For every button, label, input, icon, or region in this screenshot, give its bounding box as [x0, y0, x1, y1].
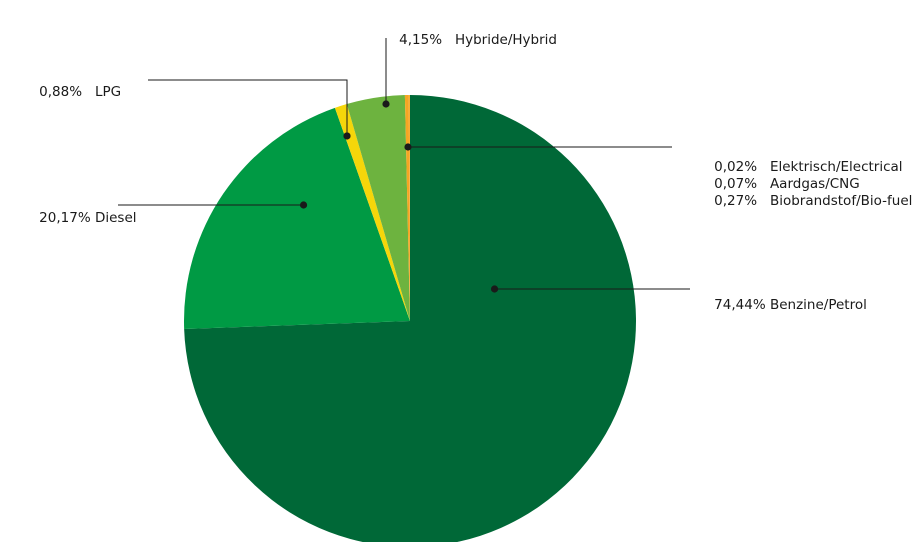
label-petrol: 74,44% Benzine/Petrol: [697, 281, 867, 329]
label-cng-pct: 0,07%: [714, 176, 758, 192]
label-electrical-pct: 0,02%: [714, 159, 758, 175]
label-electrical: 0,02% Elektrisch/Electrical: [697, 143, 903, 191]
label-diesel: 20,17% Diesel: [22, 194, 137, 242]
pie-slice-diesel: [183, 107, 410, 329]
pie-slice-lpg: [334, 104, 410, 321]
label-petrol-name: Benzine/Petrol: [769, 297, 867, 313]
label-lpg: 0,88% LPG: [22, 68, 121, 116]
pie-slice-hybride-hybrid: [346, 95, 410, 321]
leader-dot-small: [404, 143, 412, 151]
leader-line-lpg: [148, 79, 348, 136]
pie-slice-aardgas-cng: [408, 95, 410, 321]
label-diesel-pct: 20,17%: [39, 210, 91, 226]
label-diesel-name: Diesel: [94, 210, 137, 226]
leader-lines: [118, 38, 690, 293]
pie-slice-benzine-petrol: [184, 95, 636, 542]
label-biofuel-name: Biobrandstof/Bio-fuel: [769, 193, 913, 209]
label-hybrid-pct: 4,15%: [399, 32, 443, 48]
label-biofuel-pct: 0,27%: [714, 193, 758, 209]
leader-dot-hybrid: [382, 100, 390, 108]
leader-dot-lpg: [343, 132, 351, 140]
label-electrical-name: Elektrisch/Electrical: [769, 159, 903, 175]
label-hybrid: 4,15% Hybride/Hybrid: [382, 16, 557, 64]
leader-dot-diesel: [299, 201, 308, 209]
label-lpg-pct: 0,88%: [39, 84, 83, 100]
label-lpg-name: LPG: [94, 84, 122, 100]
label-cng: 0,07% Aardgas/CNG: [697, 160, 860, 208]
label-hybrid-name: Hybride/Hybrid: [454, 32, 557, 48]
leader-dot-petrol: [490, 285, 499, 293]
label-petrol-pct: 74,44%: [714, 297, 766, 313]
pie-slices: [183, 95, 636, 542]
label-biofuel: 0,27% Biobrandstof/Bio-fuel: [697, 177, 912, 225]
label-cng-name: Aardgas/CNG: [769, 176, 860, 192]
pie-slice-biobrandstof-bio-fuel: [404, 95, 410, 321]
